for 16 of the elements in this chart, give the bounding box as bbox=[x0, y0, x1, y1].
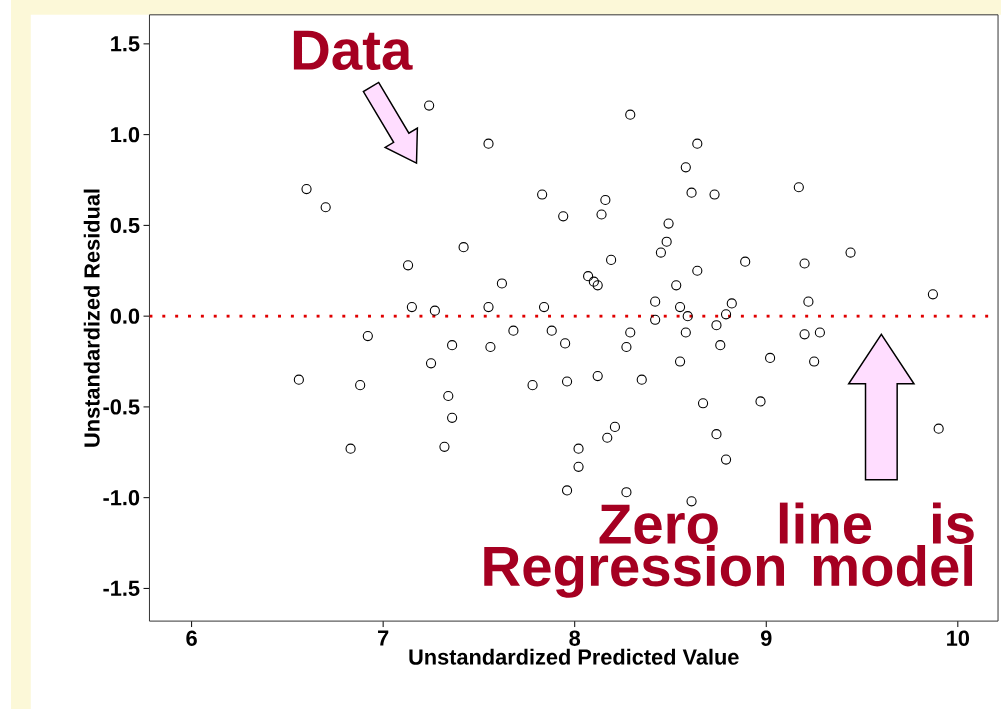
annotation: Zero line is Regression model bbox=[484, 502, 974, 598]
x-tick-label: 8 bbox=[569, 630, 581, 646]
y-tick-label: -1.0 bbox=[103, 489, 140, 506]
x-tick-label: 10 bbox=[947, 630, 970, 646]
y-axis-title: Unstandardized Residual bbox=[83, 189, 100, 447]
y-tick-label: 0.5 bbox=[110, 217, 140, 234]
y-tick-label: -1.5 bbox=[103, 580, 140, 596]
y-tick-label: 1.0 bbox=[111, 126, 140, 143]
x-axis-title: Unstandardized Predicted Value bbox=[409, 648, 739, 665]
y-tick-label: 1.5 bbox=[111, 36, 140, 52]
y-tick-label: 0.0 bbox=[110, 308, 140, 324]
x-tick-label: 7 bbox=[378, 630, 389, 646]
x-tick-label: 6 bbox=[186, 630, 197, 646]
x-tick-label: 9 bbox=[760, 630, 772, 646]
annotation: Data bbox=[293, 30, 413, 71]
y-tick-label: -0.5 bbox=[103, 399, 140, 415]
